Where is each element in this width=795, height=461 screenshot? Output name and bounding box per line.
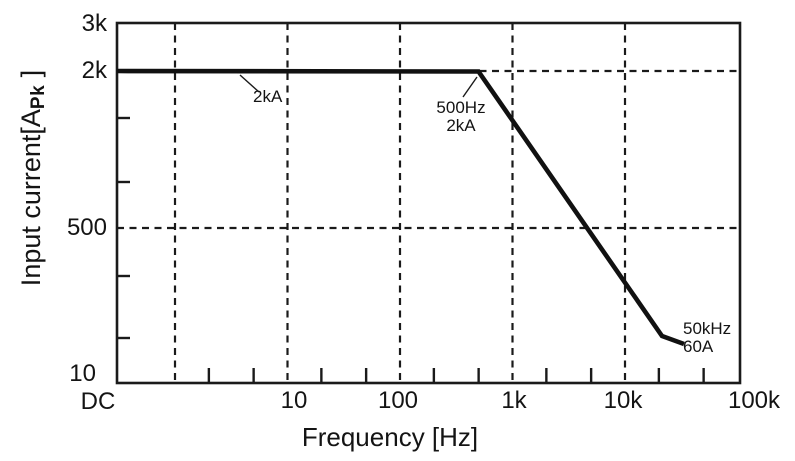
x-tick-label-100: 100 xyxy=(377,387,419,414)
plot-border xyxy=(115,21,742,385)
annotation-endpoint-50khz-60a: 50kHz 60A xyxy=(683,320,731,356)
annotation-endpoint-line-2: 60A xyxy=(683,337,714,356)
annotation-corner-line-2: 2kA xyxy=(446,116,476,135)
y-axis-title-subscript: Pk xyxy=(28,84,49,110)
x-tick-label-10k: 10k xyxy=(603,387,643,414)
annotation-corner-line-1: 500Hz xyxy=(436,98,486,117)
y-tick-label-500: 500 xyxy=(66,214,107,241)
x-tick-label-1k: 1k xyxy=(501,387,527,414)
x-tick-label-dc: DC xyxy=(80,388,116,415)
leader-line-corner-point xyxy=(462,76,478,98)
y-axis-title: Input current[APk ] xyxy=(16,70,50,286)
annotation-flat-region-2ka: 2kA xyxy=(253,87,283,106)
annotation-endpoint-line-1: 50kHz xyxy=(683,319,732,338)
y-axis-title-text: Input current[A xyxy=(16,109,46,287)
y-tick-label-10: 10 xyxy=(69,360,96,387)
y-tick-label-3k: 3k xyxy=(81,10,107,37)
x-axis-title: Frequency [Hz] xyxy=(301,422,479,452)
y-axis-title-suffix: ] xyxy=(16,69,46,85)
y-tick-label-2k: 2k xyxy=(81,57,107,84)
current-curve xyxy=(116,68,685,347)
x-tick-label-10: 10 xyxy=(280,387,308,414)
x-tick-label-100k: 100k xyxy=(727,387,781,414)
annotation-corner-500hz-2ka: 500Hz 2kA xyxy=(436,99,485,135)
leader-line-flat-region xyxy=(239,74,260,93)
